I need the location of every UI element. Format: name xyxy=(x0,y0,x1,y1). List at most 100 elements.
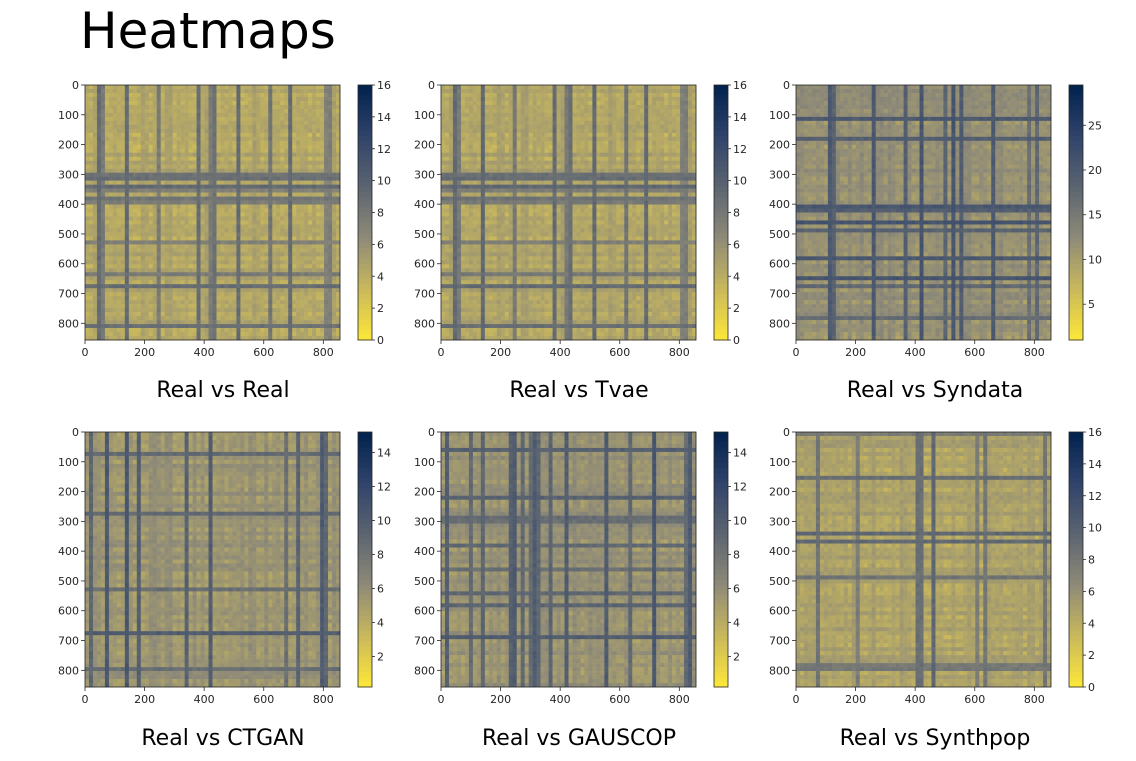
heatmap-cell xyxy=(136,300,142,305)
heatmap-cell xyxy=(104,292,110,297)
heatmap-cell xyxy=(324,304,329,309)
heatmap-cell xyxy=(212,128,217,134)
heatmap-cell xyxy=(92,188,98,193)
heatmap-cell xyxy=(308,272,313,277)
heatmap-cell xyxy=(156,264,161,269)
heatmap-cell xyxy=(332,204,337,209)
heatmap-cell xyxy=(120,316,126,321)
heatmap-cell xyxy=(128,252,134,257)
heatmap-cell xyxy=(640,104,645,110)
heatmap-cell xyxy=(492,92,498,98)
heatmap-cell xyxy=(128,312,134,317)
heatmap-cell xyxy=(244,260,249,265)
heatmap-cell xyxy=(232,228,237,233)
heatmap-cell xyxy=(116,316,122,321)
heatmap-cells xyxy=(85,85,341,341)
heatmap-cell xyxy=(128,156,134,161)
heatmap-cell xyxy=(252,260,257,265)
heatmap-cell xyxy=(320,248,325,253)
heatmap-cell xyxy=(328,248,333,253)
heatmap-cell xyxy=(240,276,245,281)
heatmap-cell xyxy=(284,248,289,253)
heatmap-cell xyxy=(264,300,269,305)
heatmap-cell xyxy=(144,208,150,213)
heatmap-cell xyxy=(272,272,277,277)
heatmap-cell xyxy=(156,164,161,169)
heatmap-cell xyxy=(152,240,158,245)
heatmap-cell xyxy=(300,104,305,110)
heatmap-cell xyxy=(220,100,225,106)
heatmap-cell xyxy=(292,292,297,297)
heatmap-cell xyxy=(272,204,277,209)
heatmap-cell xyxy=(320,252,325,257)
y-tick-label: 100 xyxy=(58,109,79,122)
heatmap-cell xyxy=(196,220,201,225)
heatmap-cell xyxy=(232,208,237,213)
heatmap-cell xyxy=(636,96,641,102)
heatmap-cell xyxy=(132,256,138,261)
heatmap-cell xyxy=(312,336,317,341)
heatmap-cell xyxy=(88,312,94,317)
heatmap-cell xyxy=(208,320,213,325)
heatmap-cell xyxy=(88,204,94,209)
heatmap-cell xyxy=(324,232,329,237)
heatmap-cell xyxy=(212,88,217,94)
heatmap-cell xyxy=(104,176,110,181)
heatmap-cell xyxy=(232,336,237,341)
heatmap-cell xyxy=(441,85,446,90)
heatmap-cell xyxy=(276,336,281,341)
heatmap-cell xyxy=(280,316,285,321)
heatmap-cell xyxy=(236,152,241,158)
heatmap-cell xyxy=(284,172,289,177)
heatmap-cell xyxy=(132,336,138,341)
heatmap-cell xyxy=(512,112,517,118)
heatmap-cell xyxy=(224,144,229,150)
heatmap-cell xyxy=(96,148,102,154)
heatmap-cell xyxy=(204,140,209,146)
heatmap-cell xyxy=(236,88,241,94)
heatmap-cell xyxy=(256,284,261,289)
heatmap-cell xyxy=(136,236,142,241)
heatmap-cell xyxy=(308,332,313,337)
heatmap-cell xyxy=(248,88,253,94)
heatmap-cell xyxy=(324,216,329,221)
heatmap-cell xyxy=(192,216,197,221)
heatmap-cell xyxy=(88,244,94,249)
heatmap-cell xyxy=(116,248,122,253)
heatmap-cell xyxy=(260,124,265,130)
heatmap-cell xyxy=(160,144,165,150)
heatmap-cell xyxy=(144,136,150,142)
heatmap-cell xyxy=(680,108,685,114)
heatmap-cell xyxy=(132,124,138,130)
heatmap-cell xyxy=(668,88,673,94)
heatmap-cell xyxy=(168,124,173,130)
heatmap-cell xyxy=(260,320,265,325)
heatmap-cell xyxy=(188,112,193,118)
heatmap-cell xyxy=(284,316,289,321)
heatmap-cell xyxy=(268,336,273,341)
colorbar-segment xyxy=(358,156,372,162)
heatmap-cell xyxy=(220,236,225,241)
heatmap-cell xyxy=(116,148,122,154)
heatmap-cell xyxy=(288,85,293,90)
heatmap-cell xyxy=(248,236,253,241)
heatmap-cell xyxy=(196,120,201,126)
heatmap-cell xyxy=(124,296,130,301)
heatmap-cell xyxy=(116,324,122,329)
heatmap-cell xyxy=(336,232,341,237)
heatmap-cell xyxy=(324,268,329,273)
heatmap-cell xyxy=(236,128,241,134)
heatmap-cell xyxy=(92,296,98,301)
heatmap-cell xyxy=(328,124,333,130)
heatmap-cell xyxy=(280,164,285,169)
heatmap-cell xyxy=(288,232,293,237)
heatmap-cell xyxy=(324,120,329,126)
heatmap-cell xyxy=(272,316,277,321)
colorbar-segment xyxy=(358,324,372,331)
heatmap-cell xyxy=(212,288,217,293)
heatmap-cell xyxy=(184,328,189,333)
heatmap-cell xyxy=(192,280,197,285)
heatmap-cell xyxy=(476,92,482,98)
heatmap-cell xyxy=(208,304,213,309)
colorbar-segment xyxy=(358,166,372,173)
